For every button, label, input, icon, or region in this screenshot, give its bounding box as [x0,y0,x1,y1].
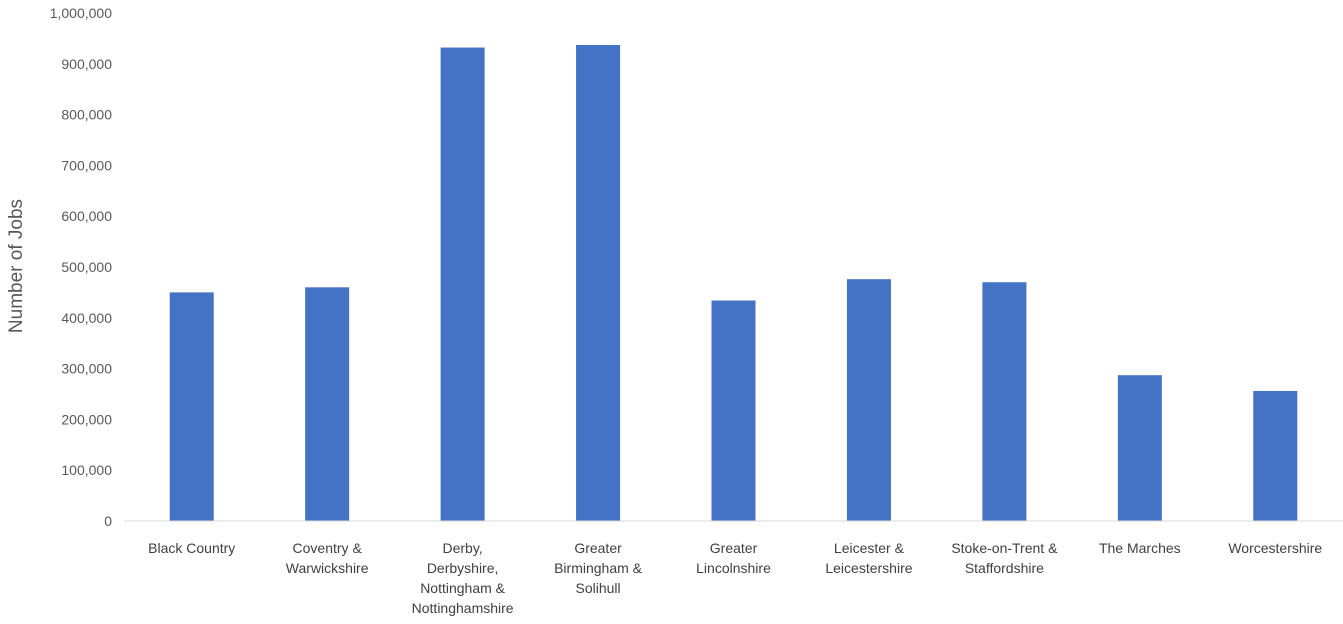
x-category-label: Greater Lincolnshire [696,540,771,576]
bar [305,287,350,521]
y-axis-title: Number of Jobs [6,199,27,333]
x-category-label: Greater Birmingham & Solihull [554,540,643,596]
bar [169,292,214,521]
bar [846,279,891,521]
y-tick-label: 200,000 [61,411,112,427]
bar [440,47,485,521]
y-tick-label: 400,000 [61,310,112,326]
y-tick-label: 500,000 [61,259,112,275]
y-tick-label: 0 [104,513,112,529]
y-tick-label: 100,000 [61,462,112,478]
x-category-label: Derby, Derbyshire, Nottingham & Nottinghams… [412,540,514,616]
bar [1117,375,1162,521]
bar [711,300,756,521]
x-category-label: Coventry & Warwickshire [286,540,369,576]
x-axis-labels: Black Country Coventry & Warwickshire Derby… [148,540,1322,616]
y-tick-label: 700,000 [61,157,112,173]
y-axis-ticks: 0 100,000 200,000 300,000 400,000 500,000 600,… [50,5,113,529]
y-tick-label: 800,000 [61,107,112,123]
x-category-label: Leicester & Leicestershire [825,540,912,576]
bars [169,45,1298,522]
y-tick-label: 900,000 [61,56,112,72]
x-category-label: Black Country [148,540,235,556]
y-tick-label: 600,000 [61,208,112,224]
y-tick-label: 300,000 [61,361,112,377]
x-category-label: Stoke-on-Trent & Staffordshire [951,540,1058,576]
bar [576,45,621,522]
x-category-label: Worcestershire [1228,540,1322,556]
bar [1253,390,1298,521]
y-tick-label: 1,000,000 [50,5,112,21]
bar [982,282,1027,521]
x-category-label: The Marches [1099,540,1181,556]
